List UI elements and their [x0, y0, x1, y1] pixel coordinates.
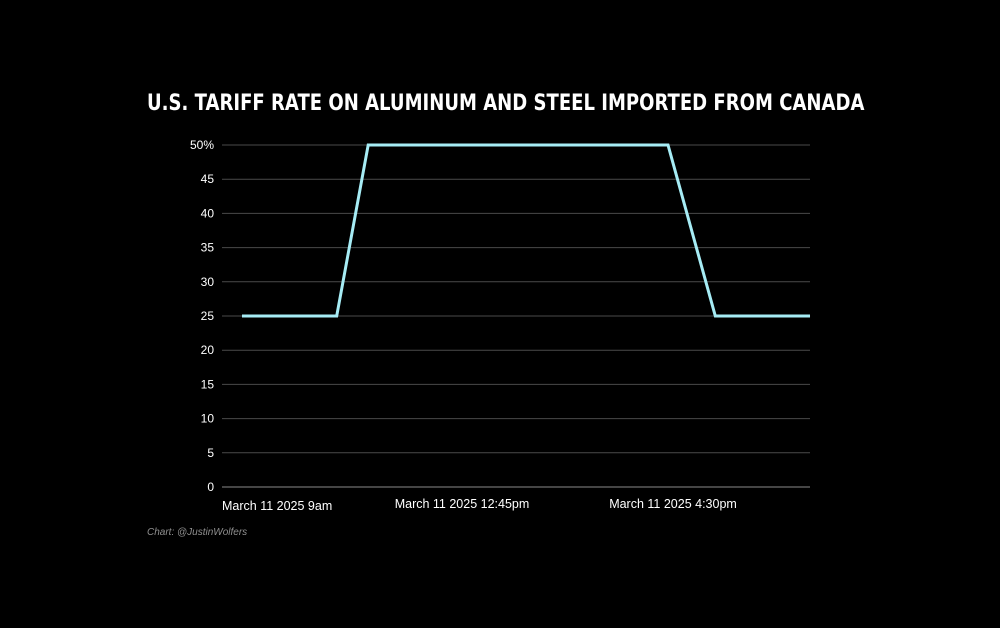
y-tick-label: 50% [190, 138, 214, 152]
y-tick-label: 40 [201, 206, 215, 220]
x-tick-label: March 11 2025 4:30pm [609, 497, 737, 511]
x-axis-ticks: March 11 2025 9am March 11 2025 12:45pm Ma… [222, 497, 737, 513]
source-credit: Chart: @JustinWolfers [147, 527, 248, 538]
y-tick-label: 10 [201, 412, 215, 426]
y-tick-label: 45 [201, 172, 215, 186]
y-tick-label: 35 [201, 241, 215, 255]
y-axis-ticks: 0 5 10 15 20 25 30 35 40 45 50% [190, 138, 214, 494]
x-tick-label: March 11 2025 12:45pm [395, 497, 530, 511]
y-tick-label: 5 [207, 446, 214, 460]
series-layer [241, 143, 811, 318]
series-line [242, 143, 810, 318]
y-tick-label: 20 [201, 343, 215, 357]
chart-title: U.S. TARIFF RATE ON ALUMINUM AND STEEL I… [147, 91, 865, 116]
y-tick-label: 30 [201, 275, 215, 289]
y-tick-label: 0 [207, 480, 214, 494]
x-tick-label: March 11 2025 9am [222, 499, 332, 513]
y-tick-label: 15 [201, 377, 215, 391]
y-tick-label: 25 [201, 309, 215, 323]
